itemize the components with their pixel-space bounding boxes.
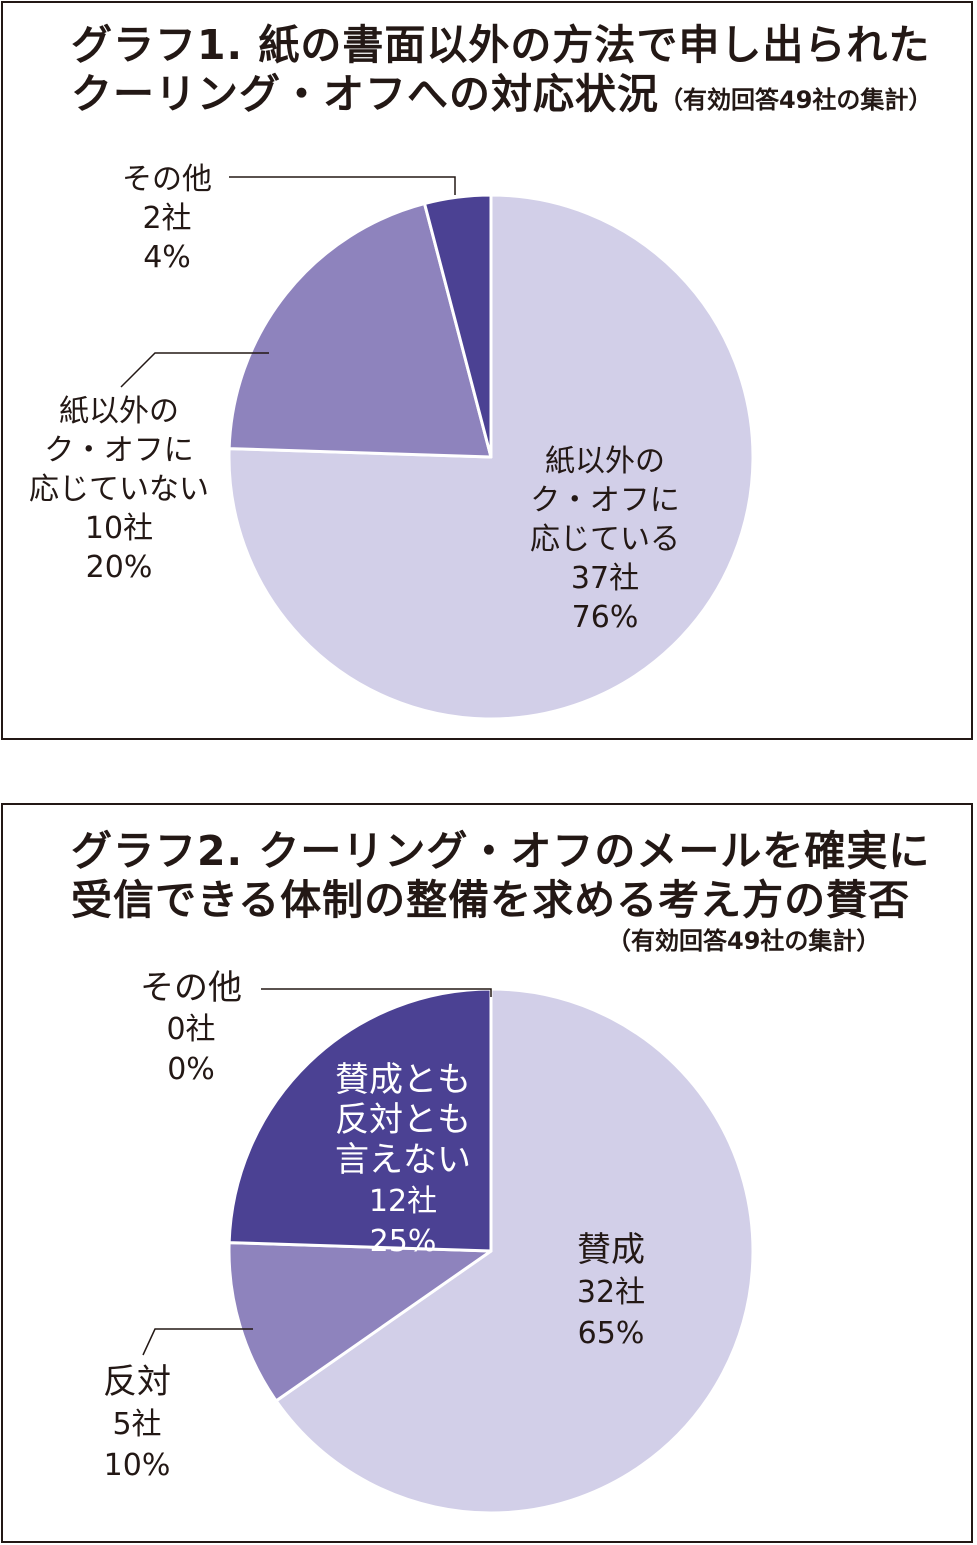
- chart-2-title-line2: 受信できる体制の整備を求める考え方の賛否: [71, 876, 911, 924]
- pie-1-label-reject-name: 紙以外の: [59, 394, 179, 429]
- pie-2-label-agree: 賛成 32社 65%: [577, 1230, 645, 1351]
- pie-2-label-neutral-count: 12社: [369, 1184, 437, 1219]
- pie-2-label-neutral-name: 賛成とも: [335, 1060, 471, 1100]
- pie-1-label-other-name: その他: [122, 162, 212, 197]
- pie-1-label-other: その他 2社 4%: [122, 162, 212, 275]
- chart-panel-1: グラフ1. 紙の書面以外の方法で申し出られた クーリング・オフへの対応状況（有効…: [1, 1, 973, 740]
- pie-2-label-agree-name: 賛成: [577, 1230, 645, 1270]
- pie-1-leader-reject: [120, 352, 269, 388]
- pie-2-label-disagree-count: 5社: [112, 1407, 161, 1442]
- pie-2-slice-2: [227, 987, 493, 1253]
- pie-1-label-reject-name: ク・オフに: [44, 433, 193, 468]
- pie-1-leader-other: [229, 176, 456, 195]
- chart-1-title-line2: クーリング・オフへの対応状況（有効回答49社の集計）: [71, 70, 932, 125]
- chart-1-subtitle: （有効回答49社の集計）: [659, 86, 933, 114]
- pie-1-label-accept-name: 応じている: [530, 522, 680, 557]
- pie-1-label-accept-percent: 76%: [572, 600, 639, 635]
- pie-2-label-agree-percent: 65%: [578, 1316, 645, 1351]
- chart-1-title: グラフ1. 紙の書面以外の方法で申し出られた クーリング・オフへの対応状況（有効…: [71, 21, 932, 125]
- chart-1-title-line2-text: クーリング・オフへの対応状況: [71, 70, 659, 118]
- pie-2-label-agree-count: 32社: [577, 1275, 645, 1310]
- pie-2-leader-other: [261, 988, 492, 997]
- pie-2-slice-0: [274, 987, 755, 1515]
- pie-2-label-other: その他 0社 0%: [140, 968, 242, 1087]
- pie-2-leader-disagree: [142, 1328, 253, 1356]
- chart-1-title-line1: グラフ1. 紙の書面以外の方法で申し出られた: [71, 21, 931, 69]
- chart-panel-2: グラフ2. クーリング・オフのメールを確実に 受信できる体制の整備を求める考え方…: [1, 803, 973, 1543]
- pie-2-label-disagree-percent: 10%: [104, 1448, 171, 1483]
- pie-1-label-reject-percent: 20%: [86, 550, 153, 585]
- pie-1-label-accept-name: ク・オフに: [530, 483, 679, 518]
- pie-2-label-other-count: 0社: [166, 1012, 215, 1047]
- pie-1-label-accept-count: 37社: [571, 561, 639, 596]
- pie-2-label-other-percent: 0%: [167, 1052, 215, 1087]
- pie-1-slice-2: [227, 202, 493, 459]
- pie-2-slice-1: [227, 1241, 493, 1403]
- pie-2-label-neutral-name: 反対とも: [335, 1100, 471, 1140]
- chart-2-title: グラフ2. クーリング・オフのメールを確実に 受信できる体制の整備を求める考え方…: [71, 827, 930, 925]
- pie-2-label-disagree-name: 反対: [103, 1362, 171, 1402]
- pie-1-slice-1: [423, 193, 493, 459]
- pie-2-label-neutral-name: 言えない: [335, 1140, 471, 1180]
- pie-chart-1: 紙以外のク・オフに応じている37社76%その他2社4%紙以外のク・オフに応じてい…: [29, 162, 755, 721]
- pie-1-label-reject-name: 応じていない: [29, 472, 209, 507]
- pie-1-label-other-percent: 4%: [143, 240, 191, 275]
- pie-1-label-accept-name: 紙以外の: [545, 444, 665, 479]
- pie-2-label-disagree: 反対 5社 10%: [103, 1362, 171, 1483]
- chart-2-title-line1: グラフ2. クーリング・オフのメールを確実に: [71, 827, 931, 875]
- pie-1-label-reject-count: 10社: [85, 511, 153, 546]
- chart-2-subtitle: （有効回答49社の集計）: [607, 927, 881, 955]
- pie-2-label-neutral-percent: 25%: [370, 1224, 437, 1259]
- pie-2-label-other-name: その他: [140, 968, 242, 1008]
- pie-1-label-other-count: 2社: [142, 201, 191, 236]
